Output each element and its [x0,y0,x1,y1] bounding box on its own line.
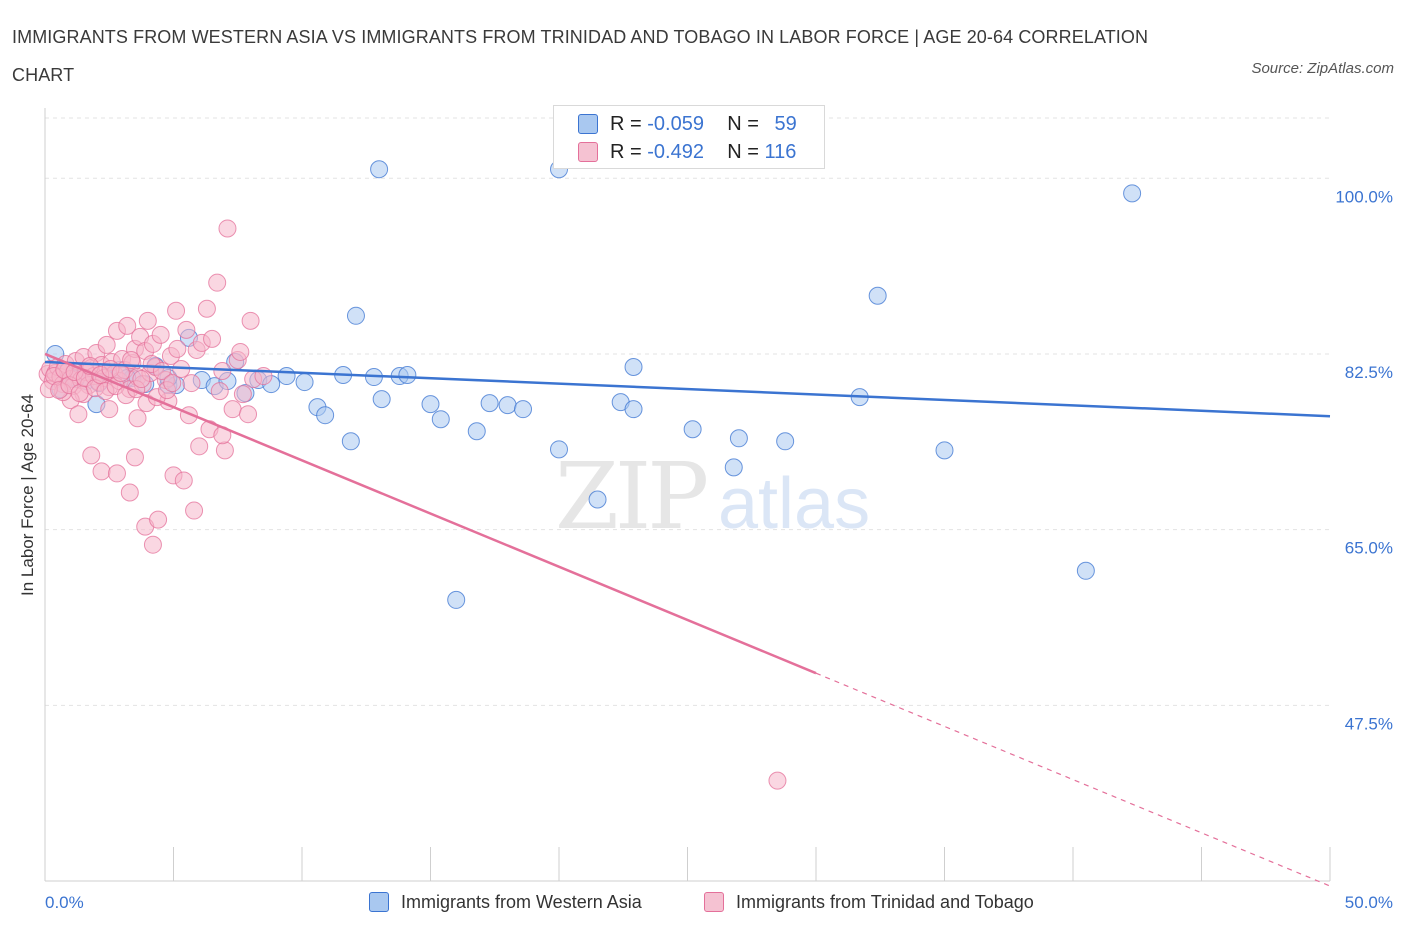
point-trinidad [132,370,151,389]
x-tick-label: 0.0% [45,893,84,912]
point-western-asia [370,160,389,179]
r-value-western-asia: -0.059 [647,112,704,135]
point-trinidad [190,437,209,456]
r-value-trinidad: -0.492 [647,140,704,163]
blue-swatch [578,114,598,134]
point-trinidad [215,441,234,460]
point-western-asia [480,394,499,413]
point-western-asia [398,366,417,385]
point-trinidad [118,316,137,335]
point-trinidad [239,405,258,424]
point-trinidad [185,501,204,520]
point-western-asia [683,420,702,439]
point-trinidad [97,335,116,354]
point-trinidad [149,510,168,529]
point-trinidad [168,339,187,358]
point-trinidad [92,462,111,481]
point-trinidad [223,400,242,419]
point-western-asia [467,422,486,441]
point-western-asia [624,400,643,419]
point-trinidad [203,329,222,348]
point-trinidad [163,374,182,393]
point-trinidad [218,219,237,238]
point-trinidad [120,483,139,502]
point-western-asia [1123,184,1142,203]
point-western-asia [724,458,743,477]
point-trinidad [177,320,196,339]
n-label: N = [727,140,759,163]
point-trinidad [69,405,88,424]
correlation-legend: R = -0.059 N = 59 R = -0.492 N = 116 [553,105,825,169]
n-label: N = [727,112,759,135]
trend-line-trinidad-extrapolated [815,672,1331,887]
legend-row-western-asia: R = -0.059 N = 59 [578,112,797,136]
point-trinidad [107,464,126,483]
legend-label-western-asia: Immigrants from Western Asia [401,891,642,912]
point-trinidad [210,382,229,401]
bottom-legend-trinidad: Immigrants from Trinidad and Tobago [704,890,1034,914]
source-label: Source: ZipAtlas.com [1251,60,1394,77]
point-trinidad [70,384,89,403]
n-value-western-asia: 59 [774,112,797,135]
n-value-trinidad: 116 [764,140,797,163]
point-trinidad [128,409,147,428]
point-western-asia [935,441,954,460]
point-trinidad [100,400,119,419]
point-western-asia [447,590,466,609]
point-western-asia [341,432,360,451]
point-trinidad [233,385,252,404]
point-western-asia [776,432,795,451]
y-tick-label: 100.0% [1335,187,1393,206]
point-western-asia [372,390,391,409]
point-western-asia [550,440,568,459]
trend-line-western-asia [44,360,1331,418]
point-trinidad [82,446,101,465]
point-western-asia [421,395,440,414]
y-axis-label: In Labor Force | Age 20-64 [18,394,37,596]
point-trinidad [151,325,170,344]
point-trinidad [231,342,250,361]
pink-swatch [578,142,598,162]
point-trinidad [208,273,227,292]
point-western-asia [868,286,887,305]
x-tick-label: 50.0% [1345,893,1393,912]
point-western-asia [514,400,533,419]
point-trinidad [167,301,186,320]
chart-title: IMMIGRANTS FROM WESTERN ASIA VS IMMIGRAN… [12,27,1149,85]
pink-swatch [704,892,724,912]
point-trinidad [182,374,201,393]
point-trinidad [174,471,193,490]
y-tick-label: 65.0% [1345,539,1393,558]
blue-swatch [369,892,389,912]
point-western-asia [498,396,517,415]
r-label: R = [610,112,642,135]
point-western-asia [295,373,314,392]
watermark-atlas: atlas [718,464,870,544]
point-trinidad [138,311,157,330]
point-western-asia [624,358,643,377]
point-western-asia [277,367,296,386]
y-tick-label: 82.5% [1345,363,1393,382]
point-western-asia [729,429,748,448]
legend-label-trinidad: Immigrants from Trinidad and Tobago [736,891,1034,912]
point-western-asia [316,406,335,425]
point-western-asia [1076,561,1095,580]
point-western-asia [431,410,450,429]
point-trinidad [241,311,260,330]
watermark-zip: ZIP [555,443,706,550]
point-trinidad [143,535,162,554]
point-trinidad [213,362,232,381]
r-label: R = [610,140,642,163]
point-trinidad [125,448,144,467]
y-tick-label: 47.5% [1345,714,1393,733]
point-western-asia [588,490,607,509]
trend-line-trinidad [44,352,817,675]
bottom-legend-western-asia: Immigrants from Western Asia [369,890,642,914]
point-trinidad [768,771,787,790]
point-trinidad [197,299,216,318]
point-western-asia [346,306,365,325]
legend-row-trinidad: R = -0.492 N = 116 [578,140,796,164]
